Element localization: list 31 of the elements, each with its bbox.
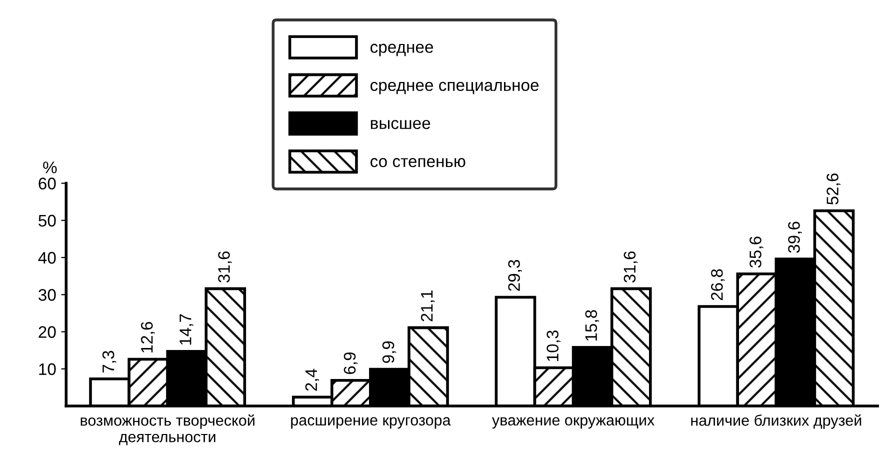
data-label: 35,6	[750, 236, 764, 268]
y-tick-label: 50	[38, 214, 56, 227]
data-label: 21,1	[420, 290, 435, 322]
data-label: 26,8	[711, 269, 725, 300]
legend-label: высшее	[370, 120, 430, 130]
data-label: 7,3	[102, 350, 116, 372]
x-tick-label: наличие близких друзей	[691, 414, 862, 429]
data-label: 15,8	[585, 310, 600, 341]
y-tick-label: 10	[39, 363, 56, 376]
data-label: 14,7	[180, 314, 194, 345]
data-label: 52,6	[826, 173, 840, 205]
data-label: 6,9	[344, 352, 358, 374]
y-tick-label: 30	[38, 289, 56, 301]
legend-label: среднее	[370, 44, 434, 56]
y-tick-label: 60	[38, 178, 56, 190]
data-label: 10,3	[546, 330, 560, 361]
legend-label: среднее специальное	[370, 82, 539, 94]
y-tick-label: 20	[38, 326, 56, 338]
data-label: 31,6	[218, 251, 232, 283]
data-label: 2,4	[305, 368, 320, 391]
legend-label: со степенью	[370, 158, 466, 168]
x-tick-label: возможность творческой деятельности	[80, 414, 254, 446]
data-label: 39,6	[788, 222, 802, 253]
x-tick-label: расширение кругозора	[291, 417, 451, 429]
data-label: 12,6	[140, 322, 155, 352]
data-label: 29,3	[508, 260, 522, 291]
y-tick-label: 40	[38, 252, 56, 264]
y-axis-title: %	[43, 162, 57, 174]
data-label: 31,6	[624, 251, 638, 283]
x-tick-label: уважение окружающих	[492, 417, 655, 429]
data-label: 9,9	[382, 341, 396, 363]
